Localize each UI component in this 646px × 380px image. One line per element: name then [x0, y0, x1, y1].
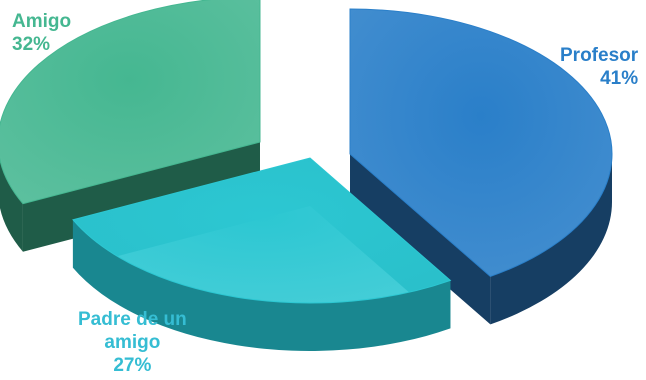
label-profesor-name: Profesor [560, 45, 639, 66]
label-padre-line-2: amigo [104, 332, 161, 353]
slice-top [349, 8, 613, 277]
label-amigo: Amigo 32% [12, 10, 71, 56]
label-amigo-value: 32% [12, 34, 51, 55]
label-profesor-value: 41% [600, 68, 639, 89]
slice-top [0, 0, 261, 205]
slice-top [72, 157, 452, 304]
slice-padre-de-un-amigo [72, 157, 452, 351]
label-padre-de-un-amigo: Padre de un amigo 27% [78, 308, 187, 377]
label-padre-value: 27% [113, 355, 152, 376]
label-padre-line-1: Padre de un [78, 309, 187, 330]
slice-profesor [349, 8, 613, 325]
label-profesor: Profesor 41% [560, 44, 638, 90]
slice-side [490, 154, 612, 325]
slice-side [0, 159, 23, 252]
label-amigo-name: Amigo [12, 11, 72, 32]
slice-wall [350, 154, 491, 325]
slice-side [72, 219, 451, 351]
